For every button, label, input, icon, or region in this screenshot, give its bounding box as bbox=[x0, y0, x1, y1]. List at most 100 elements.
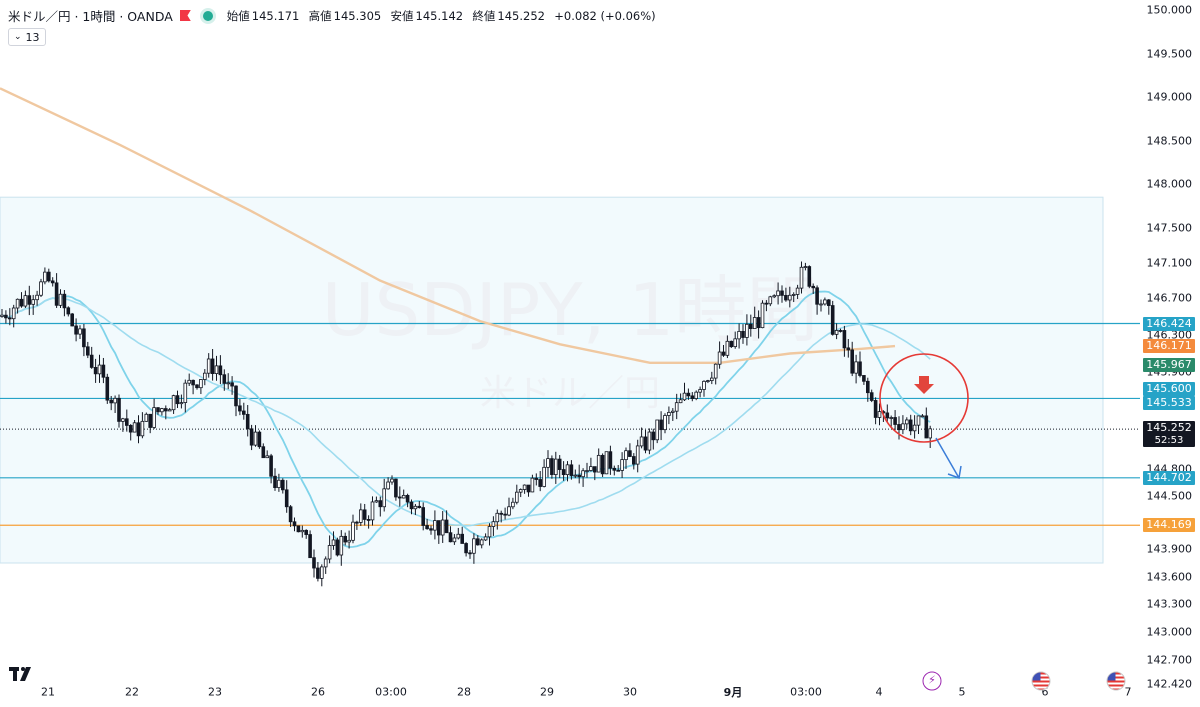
price-tick: 149.500 bbox=[1146, 47, 1193, 60]
flag-icon[interactable] bbox=[179, 10, 191, 21]
candle-body bbox=[269, 455, 273, 477]
candle-body bbox=[351, 521, 355, 541]
candle-body bbox=[140, 420, 145, 437]
candle-body bbox=[542, 466, 546, 487]
low-value: 145.142 bbox=[415, 8, 464, 23]
candle-body bbox=[23, 295, 28, 307]
candle-body bbox=[702, 380, 706, 390]
candle-body bbox=[651, 431, 656, 441]
candle-body bbox=[507, 506, 511, 516]
us-flag-event-icon[interactable] bbox=[1031, 671, 1051, 691]
candle-body bbox=[362, 509, 367, 520]
open-value: 145.171 bbox=[251, 8, 300, 23]
candle-body bbox=[105, 376, 110, 401]
candle-body bbox=[924, 415, 929, 439]
candle-body bbox=[19, 298, 24, 307]
candle-body bbox=[628, 450, 632, 457]
candle-body bbox=[222, 374, 227, 384]
price-tick: 148.500 bbox=[1146, 134, 1193, 147]
candle-body bbox=[752, 317, 757, 329]
candle-body bbox=[908, 419, 913, 432]
us-flag-event-icon[interactable] bbox=[1106, 671, 1126, 691]
candle-body bbox=[378, 500, 383, 508]
candle-body bbox=[245, 413, 250, 430]
candle-body bbox=[144, 413, 149, 422]
candle-body bbox=[741, 330, 745, 338]
candle-body bbox=[148, 413, 153, 428]
candle-body bbox=[838, 330, 843, 332]
candle-body bbox=[464, 543, 468, 554]
candle-body bbox=[866, 380, 870, 394]
candle-body bbox=[858, 361, 862, 376]
symbol-title[interactable]: 米ドル／円 · 1時間 · OANDA bbox=[8, 9, 173, 24]
ema-200-line[interactable] bbox=[0, 87, 896, 364]
candle-body bbox=[901, 423, 905, 431]
candle-body bbox=[66, 307, 71, 315]
candle-body bbox=[655, 419, 659, 441]
price-label-146-171: 146.171 bbox=[1143, 339, 1195, 353]
candle-body bbox=[803, 266, 808, 268]
candle-body bbox=[663, 415, 667, 431]
ohlc-readout: 始値 145.171 高値 145.305 安値 145.142 終値 145.252 … bbox=[227, 8, 658, 24]
price-tick: 143.900 bbox=[1146, 542, 1193, 556]
ma-slow-line[interactable] bbox=[1, 297, 931, 527]
candle-body bbox=[772, 295, 776, 298]
candle-body bbox=[608, 451, 613, 469]
candle-body bbox=[413, 505, 418, 510]
candle-body bbox=[515, 491, 519, 503]
price-tick: 150.000 bbox=[1146, 3, 1193, 17]
candle-body bbox=[643, 436, 648, 451]
candle-body bbox=[167, 409, 172, 412]
candle-body bbox=[316, 567, 320, 579]
candle-body bbox=[538, 479, 542, 487]
candle-body bbox=[791, 294, 796, 296]
candle-body bbox=[296, 525, 301, 533]
candle-body bbox=[842, 330, 847, 349]
candle-body bbox=[323, 558, 328, 568]
candle-body bbox=[0, 314, 4, 317]
candle-body bbox=[916, 415, 921, 426]
candle-body bbox=[132, 422, 137, 433]
price-axis[interactable]: 150.000 149.500 149.000 148.500 148.000 147.5… bbox=[1142, 0, 1200, 707]
ma-fast-line[interactable] bbox=[1, 290, 931, 549]
candle-body bbox=[179, 402, 184, 405]
candle-body bbox=[928, 428, 932, 439]
candle-body bbox=[495, 512, 500, 523]
price-label-145-252: 145.252 52:53 bbox=[1143, 421, 1195, 447]
candle-body bbox=[795, 287, 800, 295]
candle-body bbox=[854, 361, 858, 374]
candle-body bbox=[136, 422, 141, 437]
candle-body bbox=[183, 382, 188, 403]
price-label-146-424: 146.424 bbox=[1143, 316, 1195, 331]
candle-body bbox=[397, 496, 402, 499]
candle-body bbox=[905, 419, 909, 425]
bar-countdown: 52:53 bbox=[1154, 435, 1184, 446]
time-tick: 4 bbox=[875, 685, 883, 699]
candle-body bbox=[912, 424, 917, 432]
projection-arrow-line[interactable] bbox=[935, 437, 960, 479]
tradingview-logo-icon[interactable] bbox=[9, 666, 35, 686]
candle-body bbox=[47, 271, 51, 282]
candle-body bbox=[830, 305, 835, 335]
candle-body bbox=[799, 266, 804, 289]
time-tick: 30 bbox=[623, 685, 637, 699]
highlight-circle bbox=[879, 353, 969, 443]
candle-body bbox=[160, 408, 164, 413]
candle-body bbox=[581, 470, 585, 478]
candle-body bbox=[202, 372, 207, 380]
candle-body bbox=[117, 397, 121, 422]
candle-body bbox=[526, 484, 531, 493]
candle-body bbox=[635, 445, 640, 465]
price-label-144-169: 144.169 bbox=[1143, 518, 1195, 533]
indicator-toggle-button[interactable]: ⌄ 13 bbox=[8, 28, 46, 46]
candle-body bbox=[573, 474, 578, 477]
candle-body bbox=[885, 412, 890, 419]
lightning-event-icon[interactable]: ⚡ bbox=[922, 671, 942, 691]
candle-body bbox=[210, 358, 215, 374]
indicator-count: 13 bbox=[25, 30, 40, 44]
candle-body bbox=[163, 408, 168, 412]
candle-body bbox=[436, 520, 441, 536]
candle-body bbox=[327, 545, 332, 560]
